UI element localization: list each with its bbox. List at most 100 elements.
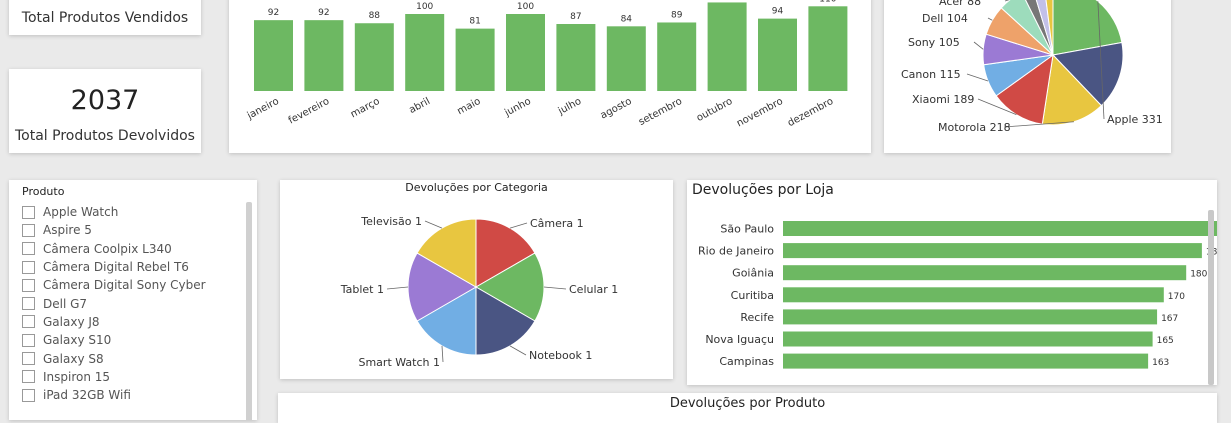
- bar[interactable]: [606, 26, 646, 91]
- bar[interactable]: [455, 28, 495, 91]
- bar[interactable]: [506, 14, 545, 91]
- leader-line: [1004, 0, 1010, 2]
- leader-line: [543, 286, 567, 290]
- slicer-item[interactable]: Câmera Coolpix L340: [22, 240, 242, 258]
- product-chart-card: Devoluções por Produto: [278, 393, 1217, 423]
- x-tick-label: março: [349, 96, 382, 120]
- x-tick-label: setembro: [637, 96, 684, 128]
- bar[interactable]: [808, 6, 848, 91]
- slicer-item-label: Câmera Coolpix L340: [43, 241, 172, 256]
- leader-line: [977, 98, 1017, 116]
- brand-pie-chart: Apple 331 Motorola 218 Xiaomi 189 Canon 115…: [901, 0, 1163, 134]
- checkbox[interactable]: [22, 297, 35, 311]
- bar[interactable]: [758, 18, 797, 91]
- checkbox[interactable]: [22, 278, 35, 292]
- y-tick-label: Campinas: [719, 355, 774, 368]
- slicer-item[interactable]: Câmera Digital Sony Cyber: [22, 276, 242, 294]
- pie-label: Smart Watch 1: [358, 356, 440, 369]
- bar-value-label: 88: [369, 11, 381, 21]
- x-tick-label: dezembro: [786, 96, 835, 129]
- y-tick-label: Recife: [740, 311, 774, 324]
- bar[interactable]: [783, 287, 1164, 303]
- pie-slice[interactable]: [407, 252, 478, 322]
- bar[interactable]: [783, 309, 1158, 325]
- bar[interactable]: [556, 24, 596, 91]
- pie-slice[interactable]: [1044, 0, 1054, 56]
- slicer-item[interactable]: Inspiron 15: [22, 368, 242, 386]
- x-tick-label: junho: [502, 96, 533, 119]
- category-pie-chart: Câmera 1 Celular 1 Notebook 1 Smart Watch 1…: [340, 215, 619, 369]
- checkbox[interactable]: [22, 333, 35, 347]
- store-scrollbar[interactable]: [1208, 210, 1214, 385]
- slicer-item[interactable]: Câmera Digital Rebel T6: [22, 258, 242, 276]
- leader-line: [1097, 1, 1105, 120]
- pie-slice[interactable]: [416, 218, 477, 288]
- pie-slice[interactable]: [474, 252, 545, 322]
- checkbox[interactable]: [22, 352, 35, 366]
- slicer-item-label: Galaxy S8: [43, 351, 104, 366]
- checkbox[interactable]: [22, 205, 35, 219]
- store-bar-chart: São Paulo207Rio de Janeiro187Goiânia180C…: [698, 221, 1217, 369]
- bar-value-label: 92: [268, 8, 279, 18]
- slicer-item[interactable]: Apple Watch: [22, 203, 242, 221]
- slicer-item[interactable]: Galaxy S8: [22, 349, 242, 367]
- slicer-scrollbar[interactable]: [246, 202, 252, 420]
- checkbox[interactable]: [22, 242, 35, 256]
- bar[interactable]: [783, 331, 1153, 347]
- leader-line: [1003, 121, 1075, 128]
- pie-label: Xiaomi 189: [912, 93, 974, 106]
- bar-value-label: 92: [318, 8, 329, 18]
- bar[interactable]: [304, 20, 344, 91]
- bar[interactable]: [783, 221, 1217, 236]
- pie-slice[interactable]: [1022, 0, 1054, 56]
- x-tick-label: maio: [455, 96, 482, 117]
- pie-slice[interactable]: [1000, 0, 1054, 56]
- slicer-item[interactable]: Galaxy J8: [22, 313, 242, 331]
- x-tick-label: abril: [407, 96, 432, 116]
- bar-value-label: 100: [517, 2, 534, 12]
- checkbox[interactable]: [22, 315, 35, 329]
- bar[interactable]: [354, 23, 394, 92]
- category-chart-card: Devoluções por Categoria Câmera 1 Celular…: [280, 180, 673, 379]
- bar-value-label: 84: [621, 14, 633, 24]
- slicer-item[interactable]: iPad 32GB Wifi: [22, 386, 242, 404]
- x-tick-label: outubro: [695, 96, 735, 124]
- slicer-item[interactable]: Dell G7: [22, 294, 242, 312]
- pie-label: Câmera 1: [530, 217, 584, 230]
- y-tick-label: Goiânia: [732, 267, 774, 280]
- leader-line: [987, 17, 993, 21]
- bar[interactable]: [405, 14, 445, 91]
- slicer-item[interactable]: Aspire 5: [22, 221, 242, 239]
- leader-line: [509, 222, 528, 229]
- leader-line: [966, 73, 989, 82]
- y-tick-label: Nova Iguaçu: [705, 333, 774, 346]
- monthly-bar-chart: 92 janeiro 92 fevereiro 88 março 100 abril 81 mai…: [245, 0, 848, 129]
- kpi-value: 2037: [70, 85, 140, 116]
- pie-slice[interactable]: [475, 286, 536, 356]
- checkbox[interactable]: [22, 388, 35, 402]
- y-tick-label: Curitiba: [731, 289, 774, 302]
- slicer-item-label: Inspiron 15: [43, 369, 111, 384]
- bar[interactable]: [783, 353, 1149, 369]
- bar[interactable]: [707, 2, 747, 92]
- checkbox[interactable]: [22, 223, 35, 237]
- slicer-item-label: Galaxy S10: [43, 333, 112, 348]
- pie-slice[interactable]: [1041, 53, 1103, 126]
- pie-slice[interactable]: [475, 218, 536, 288]
- bar-value-label: 94: [772, 7, 784, 17]
- x-tick-label: janeiro: [245, 96, 281, 122]
- bar[interactable]: [254, 20, 293, 91]
- slicer-item[interactable]: Galaxy S10: [22, 331, 242, 349]
- category-chart-title: Devoluções por Categoria: [405, 181, 548, 194]
- checkbox[interactable]: [22, 370, 35, 384]
- bar[interactable]: [783, 243, 1202, 259]
- x-tick-label: julho: [556, 96, 584, 118]
- store-chart-card: Devoluções por Loja São Paulo207Rio de J…: [687, 180, 1217, 385]
- bar[interactable]: [657, 22, 697, 91]
- leader-line: [973, 41, 984, 50]
- pie-slice[interactable]: [1033, 0, 1054, 56]
- pie-slice[interactable]: [416, 286, 477, 356]
- bar[interactable]: [783, 265, 1187, 281]
- checkbox[interactable]: [22, 260, 35, 274]
- kpi-card-vendidos: Total Produtos Vendidos: [9, 0, 201, 35]
